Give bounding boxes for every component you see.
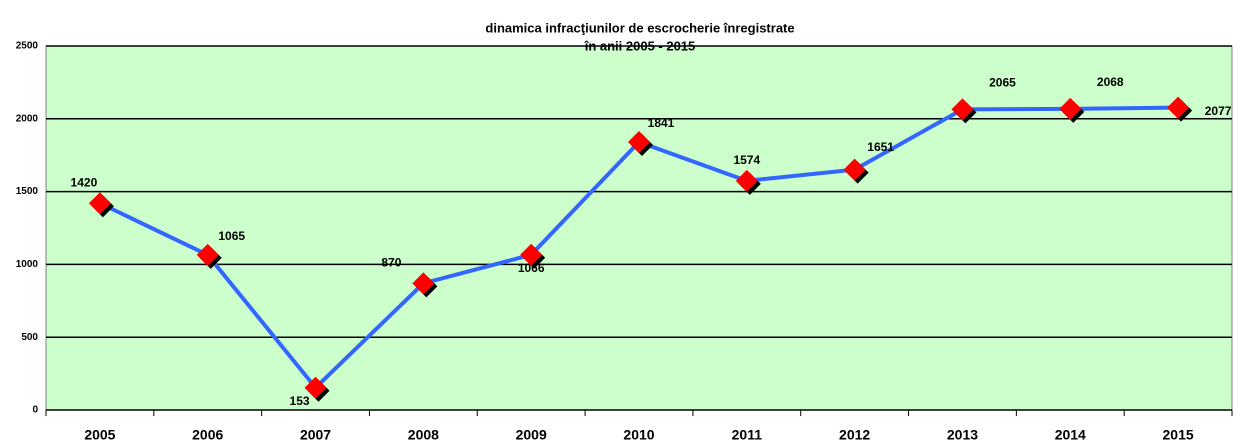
x-tick-label: 2007 bbox=[300, 427, 331, 443]
y-tick-label: 0 bbox=[32, 405, 38, 416]
y-tick-label: 1500 bbox=[16, 186, 39, 197]
y-tick-label: 2500 bbox=[16, 41, 39, 52]
marker bbox=[628, 130, 650, 153]
x-tick-label: 2008 bbox=[408, 427, 439, 443]
marker bbox=[843, 158, 866, 181]
x-tick-label: 2011 bbox=[732, 427, 763, 443]
x-tick-label: 2010 bbox=[623, 427, 654, 443]
y-tick-label: 500 bbox=[21, 332, 38, 343]
marker bbox=[1059, 97, 1082, 120]
marker bbox=[951, 98, 974, 121]
data-label: 1066 bbox=[518, 261, 545, 275]
marker bbox=[520, 243, 543, 266]
data-label: 1841 bbox=[648, 116, 675, 130]
marker bbox=[196, 243, 219, 266]
marker bbox=[412, 272, 435, 295]
marker bbox=[735, 169, 758, 192]
data-label: 1420 bbox=[71, 175, 98, 189]
x-tick-label: 2012 bbox=[839, 427, 870, 443]
x-tick-label: 2014 bbox=[1055, 427, 1086, 443]
x-tick-label: 2006 bbox=[192, 427, 223, 443]
marker bbox=[88, 192, 111, 215]
plot-area bbox=[45, 45, 1233, 411]
data-label: 2065 bbox=[989, 76, 1016, 90]
x-tick-label: 2015 bbox=[1163, 427, 1194, 443]
data-label: 870 bbox=[381, 255, 401, 269]
y-tick-label: 1000 bbox=[16, 259, 39, 270]
marker bbox=[304, 376, 327, 399]
data-label: 2068 bbox=[1097, 75, 1124, 89]
x-tick-label: 2005 bbox=[84, 427, 115, 443]
data-label: 1651 bbox=[867, 140, 894, 154]
chart-title: dinamica infracţiunilor de escrocherie î… bbox=[485, 20, 794, 35]
x-tick-label: 2009 bbox=[516, 427, 547, 443]
data-label: 153 bbox=[290, 394, 310, 408]
x-tick-label: 2013 bbox=[947, 427, 978, 443]
y-tick-label: 2000 bbox=[16, 113, 39, 124]
data-label: 1065 bbox=[218, 229, 245, 243]
data-label: 2077 bbox=[1205, 104, 1232, 118]
marker bbox=[1167, 96, 1190, 119]
data-label: 1574 bbox=[733, 153, 760, 167]
